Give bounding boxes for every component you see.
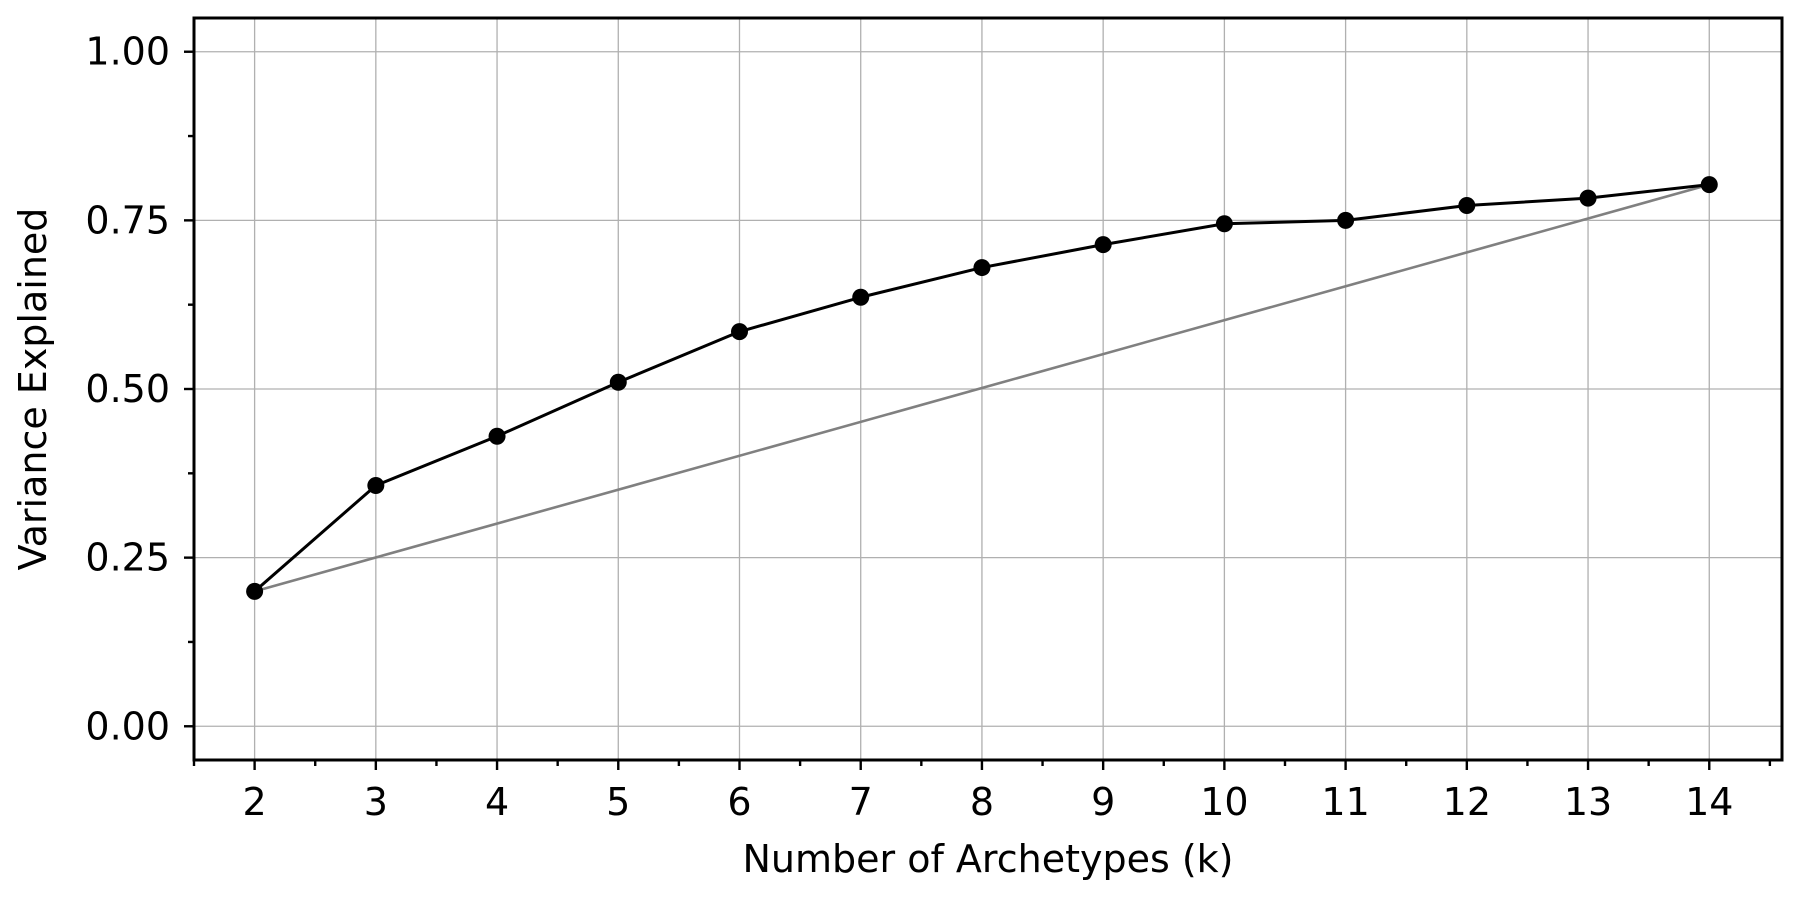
x-tick-label: 4 [485, 780, 509, 824]
x-tick-label: 5 [606, 780, 630, 824]
x-tick-label: 13 [1564, 780, 1612, 824]
data-point [1579, 189, 1597, 207]
x-tick-label: 7 [849, 780, 873, 824]
data-point [973, 259, 991, 277]
grid [194, 18, 1782, 760]
y-tick-label: 0.50 [85, 367, 170, 411]
x-tick-label: 9 [1091, 780, 1115, 824]
data-point [1337, 211, 1355, 229]
x-tick-label: 11 [1321, 780, 1369, 824]
data-point [488, 427, 506, 445]
x-axis-label: Number of Archetypes (k) [743, 837, 1234, 881]
data-point [730, 323, 748, 341]
y-tick-label: 0.00 [85, 704, 170, 748]
reference-line [254, 183, 1710, 593]
x-tick-label: 14 [1685, 780, 1733, 824]
data-point [367, 476, 385, 494]
y-axis-label: Variance Explained [11, 208, 55, 571]
data-point [1458, 197, 1476, 215]
x-tick-label: 10 [1200, 780, 1248, 824]
y-tick-label: 0.75 [85, 198, 170, 242]
x-tick-label: 12 [1443, 780, 1491, 824]
tick-labels: 2 3 4 5 6 7 8 9 10 11 12 13 14 0.00 0.25 0.50 0.75 1.00 [85, 30, 1733, 824]
y-tick-label: 1.00 [85, 30, 170, 74]
y-tick-label: 0.25 [85, 536, 170, 580]
data-point [852, 288, 870, 306]
x-tick-label: 3 [364, 780, 388, 824]
x-tick-label: 2 [243, 780, 267, 824]
x-tick-label: 8 [970, 780, 994, 824]
ticks [184, 50, 1772, 770]
data-point [1215, 215, 1233, 233]
data-point [1700, 176, 1718, 194]
data-point [1094, 236, 1112, 254]
x-tick-label: 6 [727, 780, 751, 824]
series-layer [246, 176, 1718, 600]
data-point [246, 582, 264, 600]
data-point [609, 373, 627, 391]
